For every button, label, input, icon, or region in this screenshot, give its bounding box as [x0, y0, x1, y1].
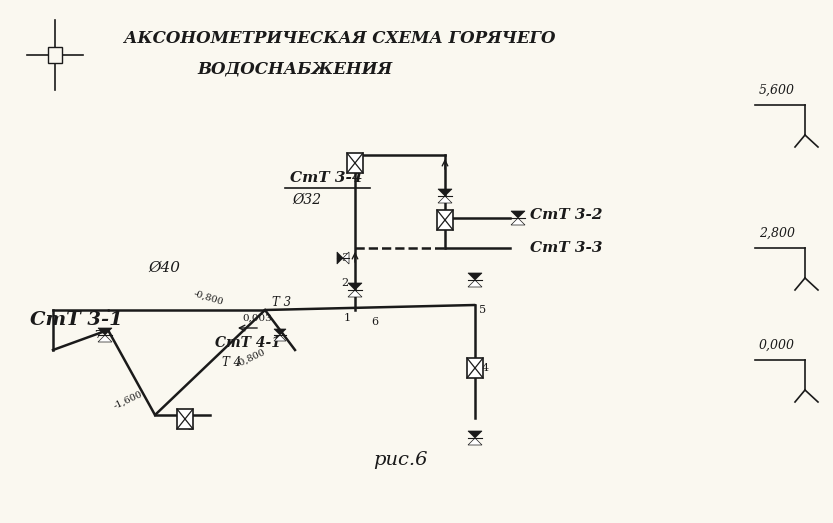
- Text: СтТ 3-3: СтТ 3-3: [530, 241, 602, 255]
- Polygon shape: [348, 283, 362, 290]
- Text: 0,000: 0,000: [759, 339, 795, 352]
- Polygon shape: [468, 431, 482, 438]
- Text: СтТ 3-2: СтТ 3-2: [530, 208, 602, 222]
- Bar: [48, 47, 62, 63]
- Text: 7: 7: [94, 330, 102, 340]
- Bar: [437, 210, 453, 230]
- Bar: [467, 358, 483, 378]
- Text: 5: 5: [480, 305, 486, 315]
- Text: рис.6: рис.6: [372, 451, 427, 469]
- Text: Ø40: Ø40: [148, 261, 180, 275]
- Polygon shape: [468, 438, 482, 445]
- Polygon shape: [468, 280, 482, 287]
- Text: 5,600: 5,600: [759, 84, 795, 97]
- Polygon shape: [438, 189, 452, 196]
- Text: 6: 6: [372, 317, 378, 327]
- Polygon shape: [438, 196, 452, 203]
- Text: 2,800: 2,800: [759, 227, 795, 240]
- Text: 8: 8: [187, 422, 193, 432]
- Text: СтТ 3-1: СтТ 3-1: [30, 311, 122, 329]
- Text: -0,800: -0,800: [235, 347, 267, 369]
- Text: Т 4: Т 4: [222, 357, 241, 370]
- Text: 4: 4: [481, 363, 489, 373]
- Text: 3: 3: [342, 253, 348, 263]
- Polygon shape: [337, 252, 343, 264]
- Polygon shape: [343, 252, 349, 264]
- Text: Т 3: Т 3: [272, 295, 291, 309]
- Bar: [347, 153, 363, 173]
- Bar: [177, 409, 193, 429]
- Text: 1: 1: [343, 313, 351, 323]
- Polygon shape: [274, 329, 286, 335]
- Polygon shape: [274, 335, 286, 341]
- Text: 0,003: 0,003: [242, 313, 272, 323]
- Polygon shape: [511, 218, 525, 225]
- Text: -1,600: -1,600: [112, 389, 144, 411]
- Text: СтТ 4-1: СтТ 4-1: [215, 336, 281, 350]
- Text: АКСОНОМЕТРИЧЕСКАЯ СХЕМА ГОРЯЧЕГО: АКСОНОМЕТРИЧЕСКАЯ СХЕМА ГОРЯЧЕГО: [124, 30, 556, 47]
- Polygon shape: [98, 335, 112, 342]
- Text: ВОДОСНАБЖЕНИЯ: ВОДОСНАБЖЕНИЯ: [197, 60, 392, 77]
- Polygon shape: [98, 328, 112, 335]
- Polygon shape: [348, 290, 362, 297]
- Polygon shape: [468, 273, 482, 280]
- Text: 2: 2: [342, 278, 348, 288]
- Text: -0,800: -0,800: [192, 289, 224, 307]
- Polygon shape: [511, 211, 525, 218]
- Text: Ø32: Ø32: [292, 193, 322, 207]
- Text: СтТ 3-4: СтТ 3-4: [290, 171, 362, 185]
